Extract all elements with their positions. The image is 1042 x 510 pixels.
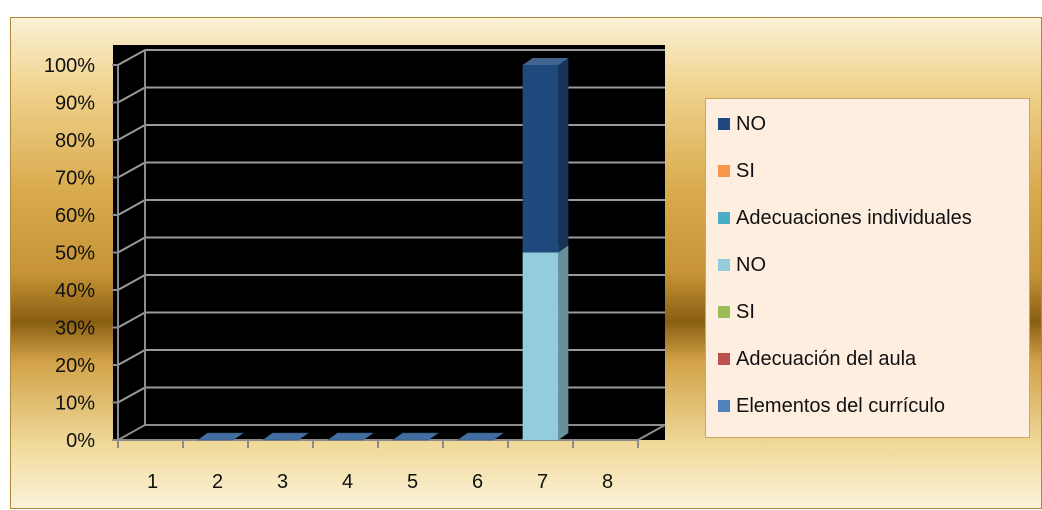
x-tick-label: 5 xyxy=(407,471,418,493)
y-tick-label: 90% xyxy=(55,93,95,115)
legend-item: Adecuación del aula xyxy=(718,346,916,372)
legend-label: SI xyxy=(736,300,755,323)
bars xyxy=(196,58,569,441)
bar-segment-front xyxy=(522,65,559,253)
y-tick-label: 20% xyxy=(55,355,95,377)
bar-segment-top xyxy=(522,58,569,65)
legend-label: Elementos del currículo xyxy=(736,394,945,417)
legend-label: Adecuaciones individuales xyxy=(736,206,972,229)
floor-edge-line xyxy=(637,424,666,441)
x-tick-label: 6 xyxy=(472,471,483,493)
bar-segment-front xyxy=(522,252,559,440)
x-tick-labels: 1 2 3 4 5 6 7 8 xyxy=(147,471,613,493)
y-tick-label: 40% xyxy=(55,280,95,302)
bar-empty-5 xyxy=(391,432,440,441)
y-tick-labels: 0% 10% 20% 30% 40% 50% 60% 70% 80% 90% 100% xyxy=(44,55,95,452)
y-tick-label: 60% xyxy=(55,205,95,227)
legend-item: SI xyxy=(718,158,755,184)
bar-empty-3 xyxy=(261,432,310,441)
plot-back-wall xyxy=(113,45,665,440)
x-tick-label: 4 xyxy=(342,471,353,493)
x-tick-label: 7 xyxy=(537,471,548,493)
y-tick-label: 70% xyxy=(55,168,95,190)
legend-item: SI xyxy=(718,299,755,325)
y-tick-label: 100% xyxy=(44,55,95,77)
y-tick-label: 10% xyxy=(55,393,95,415)
legend-label: SI xyxy=(736,159,755,182)
x-tick-label: 1 xyxy=(147,471,158,493)
legend-swatch xyxy=(718,212,730,224)
y-tick-label: 0% xyxy=(66,430,95,452)
legend-label: NO xyxy=(736,112,766,135)
legend-swatch xyxy=(718,165,730,177)
y-tick-label: 80% xyxy=(55,130,95,152)
y-tick-label: 50% xyxy=(55,243,95,265)
legend-swatch xyxy=(718,306,730,318)
legend-swatch xyxy=(718,353,730,365)
bar-segment-side xyxy=(558,58,569,253)
x-tick-label: 3 xyxy=(277,471,288,493)
x-tick-label: 8 xyxy=(602,471,613,493)
legend-swatch xyxy=(718,400,730,412)
legend-label: Adecuación del aula xyxy=(736,347,917,370)
legend-item: NO xyxy=(718,111,766,137)
bar-empty-4 xyxy=(326,432,375,441)
bar-empty-2 xyxy=(196,432,245,441)
y-tick-label: 30% xyxy=(55,318,95,340)
legend-item: NO xyxy=(718,252,766,278)
legend-swatch xyxy=(718,118,730,130)
x-tick-label: 2 xyxy=(212,471,223,493)
legend-item: Adecuaciones individuales xyxy=(718,205,972,231)
legend-swatch xyxy=(718,259,730,271)
bar-empty-6 xyxy=(456,432,505,441)
legend-label: NO xyxy=(736,253,766,276)
bar-segment-side xyxy=(558,245,569,440)
legend-item: Elementos del currículo xyxy=(718,393,945,419)
legend: NO SI Adecuaciones individuales NO SI Adecuac… xyxy=(705,98,1030,438)
